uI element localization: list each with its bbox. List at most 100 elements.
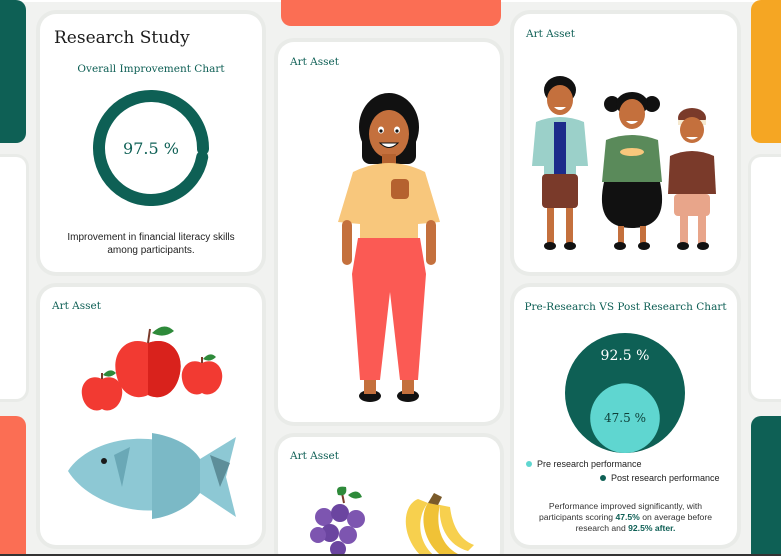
boy2-face — [680, 117, 704, 143]
boy2-leg-right — [698, 214, 706, 244]
grape-7 — [330, 541, 346, 556]
art-card-kids: Art Asset — [514, 14, 737, 272]
small-apple-left-leaf — [103, 370, 116, 377]
pre-research-value-label: 47.5 % — [604, 411, 646, 425]
boy2-shoe-right — [697, 242, 709, 250]
kid-girl-collar — [620, 148, 644, 156]
ring-progress-arc — [93, 90, 209, 206]
girl-illustration — [338, 93, 440, 402]
girl-ankle-left — [364, 380, 376, 394]
caption-line-2: among participants. — [107, 245, 195, 256]
girl-shirt — [338, 163, 440, 240]
kid-girl-puff-right — [644, 96, 660, 112]
small-apple-right-leaf — [203, 354, 216, 361]
nested-circle-chart: 92.5 % 47.5 % — [565, 333, 685, 453]
legend-pre-label: Pre research performance — [537, 459, 642, 469]
banana-1 — [405, 499, 435, 556]
art-card-fruit: Art Asset — [278, 437, 500, 556]
note-line-3: research and 92.5% after. — [575, 523, 676, 533]
girl-arm-left — [342, 220, 352, 265]
boy-shoe-left — [544, 242, 556, 250]
boy2-leg-left — [680, 214, 688, 244]
big-apple-stem — [147, 328, 151, 344]
improvement-chart-title: Overall Improvement Chart — [77, 63, 225, 75]
kid-girl-mouth — [626, 121, 638, 124]
improvement-ring-chart: 97.5 % — [93, 90, 209, 206]
kid-girl-shirt — [602, 135, 662, 182]
grape-1 — [315, 508, 333, 526]
art-card-girl: Art Asset — [278, 42, 500, 422]
fish-eye — [101, 458, 107, 464]
big-apple-shade — [148, 341, 181, 398]
girl-pocket — [391, 179, 409, 199]
right-orange-edge-block — [751, 0, 781, 143]
improvement-caption: Improvement in financial literacy skills… — [40, 231, 262, 257]
comparison-note: Performance improved significantly, with… — [514, 501, 737, 534]
boy-leg-left — [547, 208, 554, 244]
page-title: Research Study — [54, 28, 190, 48]
ring-percent-label: 97.5 % — [123, 139, 179, 158]
banana-2 — [423, 503, 460, 556]
legend-post-research: Post research performance — [600, 473, 720, 483]
legend-pre-swatch — [526, 461, 532, 467]
grape-3 — [347, 510, 365, 528]
fruit-illustration — [310, 486, 474, 556]
kid-girl-skirt — [601, 182, 663, 228]
grapes-leaf — [337, 486, 347, 496]
window-bottom-edge — [0, 554, 781, 556]
note-line-1: Performance improved significantly, with — [548, 501, 703, 511]
kid-girl-leg-left — [618, 226, 624, 244]
kid-girl-shoe-right — [638, 242, 650, 250]
banana-3 — [439, 505, 474, 551]
banana-stem — [428, 493, 442, 505]
kid-girl-puff-left — [604, 96, 620, 112]
legend-post-label: Post research performance — [611, 473, 720, 483]
top-coral-block — [281, 0, 501, 26]
boy-face — [547, 85, 573, 115]
comparison-chart-title: Pre-Research VS Post Research Chart — [524, 301, 727, 313]
kid-girl-face — [619, 99, 645, 129]
left-teal-edge-block — [0, 0, 26, 143]
big-apple-leaf — [152, 326, 174, 336]
grape-5 — [339, 526, 357, 544]
girl-neck — [382, 154, 396, 164]
boy-mouth — [554, 107, 566, 110]
girl-mouth — [378, 142, 400, 148]
art-card-food: Art Asset — [40, 287, 262, 545]
boy2-shorts — [674, 194, 710, 216]
boy-vest — [554, 122, 566, 174]
grape-2 — [331, 504, 349, 522]
boy-shorts — [542, 174, 578, 208]
right-teal-edge-block — [751, 416, 781, 556]
small-apple-right — [181, 361, 223, 395]
girl-ankle-right — [402, 380, 414, 394]
art-asset-label: Art Asset — [290, 56, 339, 68]
art-asset-label: Art Asset — [290, 450, 339, 462]
small-apple-left — [81, 377, 123, 411]
legend-pre-research: Pre research performance — [526, 459, 642, 469]
fish-tail-shade — [210, 455, 230, 487]
boy2-shoe-left — [677, 242, 689, 250]
post-research-value-label: 92.5 % — [601, 348, 650, 364]
caption-line-1: Improvement in financial literacy skills — [67, 232, 235, 243]
fish-fin — [114, 447, 130, 487]
grapes-leaf-2 — [348, 491, 362, 499]
boy2-shirt — [668, 151, 716, 194]
fish-body-shade — [152, 433, 200, 519]
pre-research-circle — [590, 383, 660, 453]
kid-girl-shoe-left — [614, 242, 626, 250]
legend-post-swatch — [600, 475, 606, 481]
left-white-edge-block — [0, 157, 26, 399]
research-study-card: Research Study Overall Improvement Chart… — [40, 14, 262, 272]
right-white-edge-block — [751, 157, 781, 399]
girl-pupil-right — [395, 129, 399, 133]
girl-face — [369, 110, 409, 158]
boy2-mouth — [686, 137, 698, 140]
note-line-2: participants scoring 47.5% on average be… — [539, 512, 712, 522]
girl-arm-right — [426, 220, 436, 265]
kids-illustration — [532, 76, 716, 250]
grape-6 — [310, 527, 326, 543]
kid-girl-leg-right — [640, 226, 646, 244]
boy-leg-right — [566, 208, 573, 244]
comparison-card: Pre-Research VS Post Research Chart 92.5… — [514, 287, 737, 545]
